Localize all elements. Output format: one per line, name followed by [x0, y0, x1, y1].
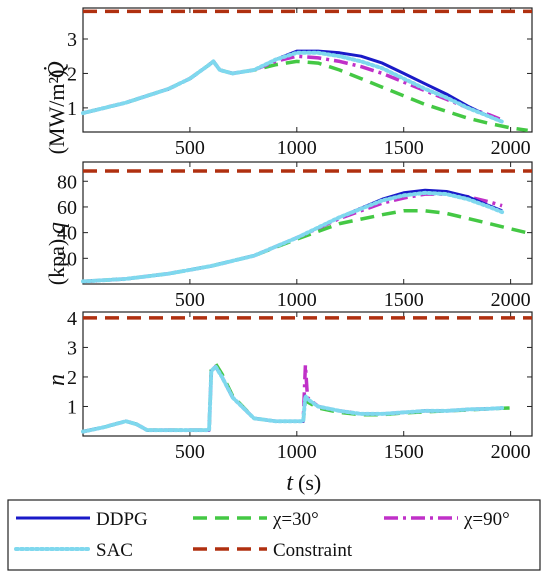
- dynamic-pressure-xtick-label: 1500: [384, 289, 424, 311]
- dynamic-pressure-series: [81, 169, 533, 284]
- dynamic-pressure-xtick-label: 1000: [277, 289, 317, 311]
- overload-xtick-label: 2000: [491, 441, 531, 463]
- heat-flux-xtick-label: 1500: [384, 137, 424, 159]
- overload-series-sac: [81, 364, 505, 434]
- overload-ytick-label: 3: [67, 337, 77, 359]
- legend-box: [7, 499, 541, 571]
- overload-series: [81, 316, 532, 434]
- dynamic-pressure-ylabel-symbol: q: [44, 222, 70, 234]
- overload-ylabel-symbol: n: [44, 374, 70, 386]
- time-xlabel-unit: (s): [298, 470, 321, 495]
- dynamic-pressure-series-ddpg: [82, 188, 503, 283]
- legend-label-sac: SAC: [96, 540, 133, 561]
- legend: DDPG χ=30° χ=90° SAC Constraint: [7, 499, 541, 571]
- dynamic-pressure-xtick-label: 2000: [491, 289, 531, 311]
- dynamic-pressure-ytick-label: 60: [57, 197, 77, 219]
- dynamic-pressure-ytick-label: 80: [57, 171, 77, 193]
- overload-plot-frame: [82, 311, 533, 437]
- overload-ticks: 500 1000 1500 2000 1 2 3 4: [67, 308, 532, 463]
- legend-label-chi-30: χ=30°: [272, 509, 319, 530]
- overload-xtick-label: 1000: [277, 441, 317, 463]
- dynamic-pressure-xtick-label: 500: [175, 289, 205, 311]
- legend-label-ddpg: DDPG: [96, 509, 148, 530]
- overload-xtick-label: 1500: [384, 441, 424, 463]
- overload-ytick-label: 4: [67, 308, 77, 330]
- heat-flux-ticks: 500 1000 1500 2000 1 2 3: [67, 8, 532, 159]
- heat-flux-ytick-label: 3: [67, 29, 77, 51]
- dynamic-pressure-ytick-label: 40: [57, 223, 77, 245]
- heat-flux-ylabel-unit: (MW/m²): [44, 70, 69, 155]
- dynamic-pressure-panel: 500 1000 1500 2000 20 40 60 80 q (kpa): [44, 161, 533, 311]
- heat-flux-xtick-label: 1000: [277, 137, 317, 159]
- heat-flux-panel: 500 1000 1500 2000 1 2 3 Q̇ (MW/m²): [44, 7, 533, 159]
- heat-flux-series-sac: [81, 50, 505, 124]
- dynamic-pressure-series-sac: [81, 190, 505, 284]
- heat-flux-series: [81, 9, 532, 133]
- legend-label-constraint: Constraint: [273, 540, 353, 561]
- heat-flux-xtick-label: 2000: [491, 137, 531, 159]
- heat-flux-ytick-label: 2: [67, 63, 77, 85]
- dynamic-pressure-ytick-label: 20: [57, 248, 77, 270]
- heat-flux-plot-frame: [82, 7, 533, 133]
- overload-ytick-label: 2: [67, 367, 77, 389]
- dynamic-pressure-plot-frame: [82, 161, 533, 285]
- heat-flux-ylabel-symbol: Q̇: [44, 61, 70, 78]
- overload-ytick-label: 1: [67, 396, 77, 418]
- dynamic-pressure-ticks: 500 1000 1500 2000 20 40 60 80: [57, 162, 532, 311]
- legend-label-chi-90: χ=90°: [463, 509, 510, 530]
- heat-flux-ytick-label: 1: [67, 98, 77, 120]
- time-xlabel-symbol: t: [286, 470, 294, 496]
- heat-flux-xtick-label: 500: [175, 137, 205, 159]
- dynamic-pressure-ylabel-unit: (kpa): [44, 239, 69, 285]
- heat-flux-series-chi-30: [82, 59, 528, 133]
- overload-xtick-label: 500: [175, 441, 205, 463]
- overload-panel: 500 1000 1500 2000 1 2 3 4 n t (s): [44, 308, 533, 496]
- dynamic-pressure-series-chi-30: [82, 209, 533, 284]
